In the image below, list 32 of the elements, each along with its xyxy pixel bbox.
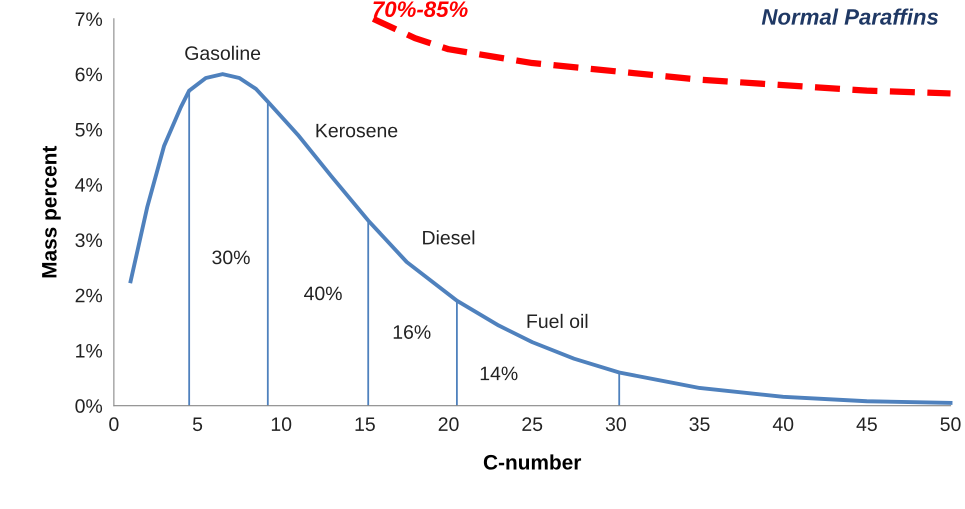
line-series [128,72,952,405]
x-tick-label: 30 [606,417,626,432]
x-tick-label: 0 [109,417,119,432]
annotation: 16% [394,325,430,339]
annotation: 30% [212,250,250,264]
x-tick-label: 40 [772,417,794,432]
annotation: Normal Paraffins [762,8,938,25]
x-tick-label: 5 [192,418,202,432]
y-tick-label: 1% [76,344,102,358]
annotation: Diesel [423,230,474,245]
x-tick-label: 50 [940,417,961,432]
y-tick-label: 4% [75,178,102,192]
y-tick-label: 0% [75,399,102,413]
y-axis-title: Mass percent [42,146,61,278]
y-tick-label: 3% [75,233,102,248]
text: 70%-85% [373,1,468,18]
y-tick-label: 6% [76,68,102,82]
x-tick-label: 35 [689,417,710,432]
y-tick-label: 5% [75,122,102,137]
x-tick-label: 10 [272,417,292,432]
annotation: Gasoline [185,46,260,60]
x-tick-label: 15 [356,418,375,432]
annotation: 14% [480,366,518,380]
x-axis-title: C-number [484,454,582,470]
annotation: 40% [304,286,342,300]
x-tick-label: 45 [856,418,877,432]
annotation: Kerosene [316,124,398,138]
y-tick-label: 7% [76,12,102,26]
y-tick-label: 2% [76,288,102,302]
annotation: Fuel oil [528,314,588,328]
x-tick-label: 20 [438,417,459,432]
x-tick-label: 25 [522,417,542,432]
